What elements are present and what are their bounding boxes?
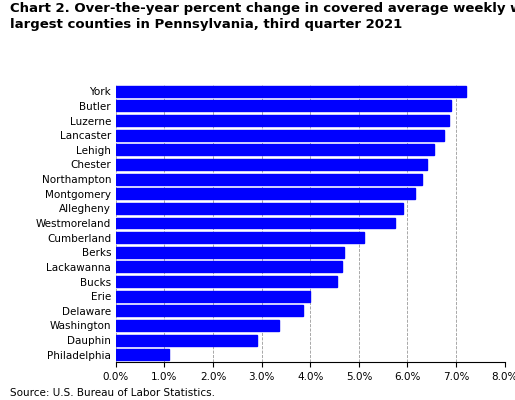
Bar bbox=[116, 203, 403, 214]
Bar bbox=[116, 291, 310, 302]
Bar bbox=[116, 320, 279, 331]
Bar bbox=[116, 188, 415, 199]
Bar bbox=[116, 115, 449, 126]
Text: largest counties in Pennsylvania, third quarter 2021: largest counties in Pennsylvania, third … bbox=[10, 18, 403, 31]
Bar bbox=[116, 159, 427, 170]
Bar bbox=[116, 86, 466, 97]
Bar bbox=[116, 218, 396, 228]
Bar bbox=[116, 276, 337, 287]
Bar bbox=[116, 144, 434, 155]
Bar bbox=[116, 247, 345, 258]
Bar bbox=[116, 232, 364, 243]
Bar bbox=[116, 305, 303, 316]
Bar bbox=[116, 130, 444, 141]
Bar bbox=[116, 100, 451, 112]
Bar bbox=[116, 262, 342, 272]
Bar bbox=[116, 349, 169, 360]
Text: Source: U.S. Bureau of Labor Statistics.: Source: U.S. Bureau of Labor Statistics. bbox=[10, 388, 215, 398]
Text: Chart 2. Over-the-year percent change in covered average weekly wages among the: Chart 2. Over-the-year percent change in… bbox=[10, 2, 515, 15]
Bar bbox=[116, 334, 257, 346]
Bar bbox=[116, 174, 422, 184]
